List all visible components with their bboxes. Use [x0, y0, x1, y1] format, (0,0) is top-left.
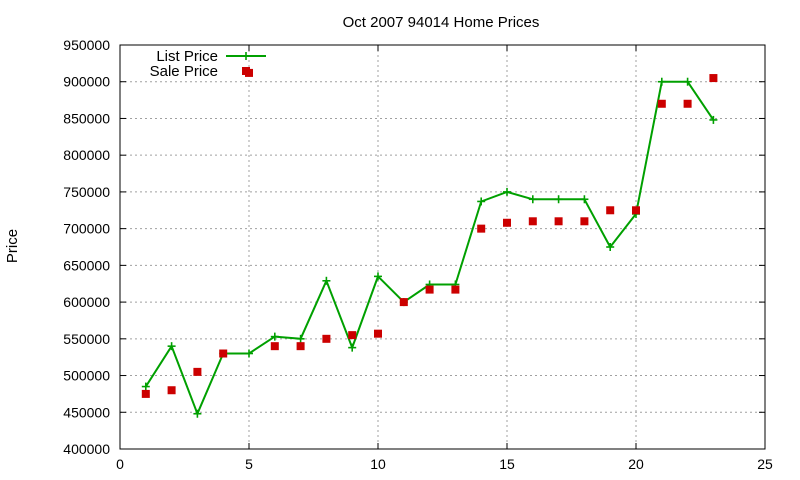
x-tick-label: 0 — [116, 456, 124, 472]
legend-marker-sale-price — [242, 67, 250, 75]
axis-ticks: 400000 450000 500000 550000 600000 650000 7000… — [63, 37, 773, 472]
sale-price-point — [451, 285, 460, 294]
sale-price-point — [348, 331, 357, 340]
series-layer — [141, 68, 718, 418]
plot-frame — [119, 44, 766, 450]
y-tick-label: 550000 — [63, 331, 110, 347]
sale-price-point — [219, 349, 228, 358]
legend-label-sale-price: Sale Price — [150, 63, 218, 80]
sale-price-point — [580, 217, 589, 226]
list-price-point — [374, 272, 382, 281]
x-tick-label: 15 — [499, 456, 515, 472]
sale-price-point — [296, 342, 305, 351]
y-tick-label: 700000 — [63, 221, 110, 237]
list-price-point — [554, 195, 563, 204]
sale-price-point — [657, 99, 666, 108]
list-price-line — [144, 80, 715, 415]
x-tick-label: 20 — [628, 456, 644, 472]
sale-price-point — [503, 218, 511, 227]
list-price-point — [141, 382, 150, 391]
sale-price-point — [709, 74, 718, 83]
list-price-point — [477, 197, 486, 206]
sale-price-point — [683, 99, 692, 108]
list-price-point — [296, 334, 305, 343]
list-price-point — [606, 243, 615, 251]
x-tick-label: 5 — [245, 456, 253, 472]
list-price-point — [528, 195, 537, 204]
legend-label-list-price: List Price — [156, 48, 218, 65]
y-tick-label: 950000 — [63, 37, 110, 53]
sale-price-point — [528, 217, 537, 226]
x-tick-label: 10 — [370, 456, 386, 472]
list-price-point — [580, 195, 589, 204]
sale-price-point — [270, 342, 279, 351]
list-price-point — [270, 332, 279, 341]
y-tick-label: 900000 — [63, 74, 110, 90]
sale-price-point — [477, 224, 486, 233]
list-price-point — [193, 409, 202, 418]
y-axis-label: Price — [4, 229, 21, 263]
sale-price-point — [425, 285, 434, 294]
legend: List Price Sale Price — [150, 48, 266, 80]
sale-price-point — [141, 389, 150, 398]
legend-marker-list-price — [242, 52, 250, 60]
list-price-point — [348, 343, 357, 352]
y-tick-label: 800000 — [63, 147, 110, 163]
grid-lines — [120, 45, 765, 449]
list-price-point — [503, 187, 511, 196]
list-price-point — [683, 77, 692, 86]
list-price-point — [245, 349, 253, 358]
sale-price-point — [374, 329, 382, 338]
list-price-point — [167, 342, 176, 351]
sale-price-point — [554, 217, 563, 226]
list-price-point — [322, 276, 331, 285]
y-tick-label: 400000 — [63, 441, 110, 457]
y-tick-label: 450000 — [63, 404, 110, 420]
y-tick-label: 850000 — [63, 110, 110, 126]
sale-price-point — [606, 206, 615, 215]
sale-price-point — [632, 206, 640, 215]
sale-price-point — [322, 334, 331, 343]
y-tick-label: 750000 — [63, 184, 110, 200]
list-price-point — [657, 77, 666, 86]
sale-price-point — [167, 386, 176, 395]
sale-price-point — [399, 298, 408, 307]
x-tick-label: 25 — [757, 456, 773, 472]
sale-price-point — [193, 367, 202, 376]
chart-title: Oct 2007 94014 Home Prices — [343, 14, 540, 31]
y-tick-label: 600000 — [63, 294, 110, 310]
y-tick-label: 650000 — [63, 257, 110, 273]
y-tick-label: 500000 — [63, 368, 110, 384]
list-price-point — [709, 115, 718, 124]
